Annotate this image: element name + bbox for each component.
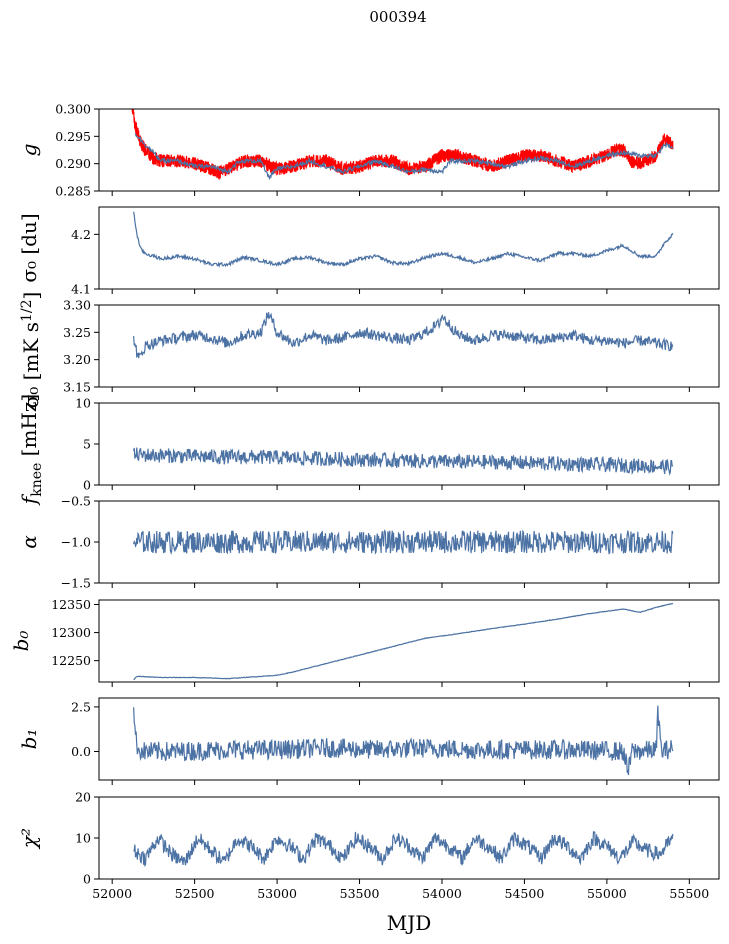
series-line-3-1 bbox=[133, 312, 674, 359]
y-tick-label: 2.5 bbox=[71, 699, 91, 714]
x-tick-label: 53500 bbox=[340, 886, 380, 901]
y-tick-label: 0 bbox=[83, 872, 91, 887]
y-axis-label: fknee [mHz] bbox=[17, 394, 45, 506]
y-axis-label: g bbox=[17, 144, 41, 157]
x-tick-label: 52000 bbox=[92, 886, 132, 901]
x-tick-label: 55000 bbox=[587, 886, 627, 901]
figure-title: 000394 bbox=[369, 8, 426, 26]
axes-frame bbox=[98, 402, 720, 486]
series-line-7-1 bbox=[133, 705, 674, 776]
x-tick-label: 55500 bbox=[669, 886, 709, 901]
panel-1: 0.285 0.290 0.295 0.300 g bbox=[17, 102, 720, 199]
y-tick-label: 3.15 bbox=[63, 380, 91, 395]
y-tick-label: 10 bbox=[75, 831, 91, 846]
x-tick-label: 52500 bbox=[175, 886, 215, 901]
y-tick-label: −1.5 bbox=[61, 576, 91, 591]
y-tick-label: 10 bbox=[75, 396, 91, 411]
y-axis-label: σ₀ [du] bbox=[17, 213, 41, 282]
panel-7: 0.0 2.5 b₁ bbox=[17, 697, 720, 785]
y-tick-label: 4.1 bbox=[71, 282, 91, 297]
y-tick-label: 0.0 bbox=[71, 744, 91, 759]
series-line-8-1 bbox=[133, 830, 674, 868]
panel-4: 0 5 10 fknee [mHz] bbox=[17, 394, 720, 506]
panel-3: 3.15 3.20 3.25 3.30 σ₀ [mK s1/2] bbox=[19, 292, 720, 409]
y-tick-label: 5 bbox=[83, 437, 91, 452]
panel-5: −1.5 −1.0 −0.5 α bbox=[17, 494, 720, 591]
panel-6: 12250 12300 12350 b₀ bbox=[9, 597, 720, 687]
y-tick-label: 0 bbox=[83, 478, 91, 493]
y-tick-label: 0.285 bbox=[55, 184, 91, 199]
series-line-5-1 bbox=[133, 529, 674, 555]
x-tick-label: 54000 bbox=[422, 886, 462, 901]
y-tick-label: 0.295 bbox=[55, 129, 91, 144]
y-tick-label: 0.290 bbox=[55, 156, 91, 171]
y-tick-label: 12250 bbox=[51, 653, 91, 668]
axes-frame bbox=[98, 697, 720, 781]
y-axis-label: b₀ bbox=[9, 631, 33, 652]
y-tick-label: 12350 bbox=[51, 597, 91, 612]
series-line-2-1 bbox=[133, 211, 674, 268]
y-tick-label: 4.2 bbox=[71, 227, 91, 242]
y-tick-label: −1.0 bbox=[61, 535, 91, 550]
axes-frame bbox=[98, 108, 720, 192]
y-tick-label: 3.25 bbox=[63, 325, 91, 340]
y-axis-label: σ₀ [mK s1/2] bbox=[19, 292, 43, 409]
y-tick-label: 0.300 bbox=[55, 102, 91, 117]
axes-frame bbox=[98, 599, 720, 683]
y-tick-label: 3.30 bbox=[63, 298, 91, 313]
y-tick-label: 12300 bbox=[51, 625, 91, 640]
y-tick-label: 20 bbox=[75, 790, 91, 805]
x-tick-label: 53000 bbox=[257, 886, 297, 901]
panel-8: 0 10 20 52000 52500 53000 53500 54000 54500 55000… bbox=[17, 790, 720, 901]
x-axis-label: MJD bbox=[387, 911, 432, 935]
axes-frame bbox=[98, 796, 720, 880]
x-tick-label: 54500 bbox=[505, 886, 545, 901]
series-line-1-2 bbox=[134, 133, 674, 181]
series-line-4-1 bbox=[133, 447, 674, 476]
series-line-1-1 bbox=[131, 109, 674, 181]
y-axis-label: α bbox=[17, 535, 41, 549]
panel-2: 4.1 4.2 σ₀ [du] bbox=[17, 206, 720, 297]
y-tick-label: −0.5 bbox=[61, 494, 91, 509]
axes-frame bbox=[98, 206, 720, 290]
axes-frame bbox=[98, 304, 720, 388]
y-tick-label: 3.20 bbox=[63, 352, 91, 367]
y-axis-label: b₁ bbox=[17, 729, 41, 750]
y-axis-label: χ² bbox=[17, 828, 41, 850]
series-line-6-1 bbox=[133, 602, 674, 681]
